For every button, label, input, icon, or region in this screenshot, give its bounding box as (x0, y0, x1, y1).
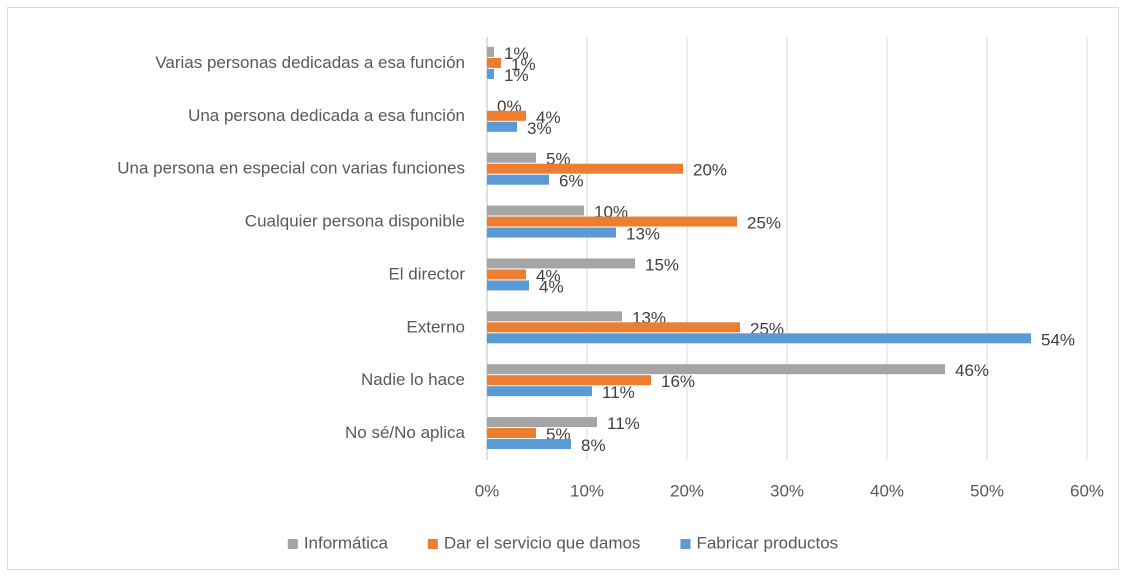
y-tick-label: Una persona dedicada a esa función (188, 106, 465, 125)
y-tick-label: No sé/No aplica (345, 423, 466, 442)
data-label: 20% (693, 161, 727, 180)
x-tick-label: 10% (570, 481, 604, 500)
bar (487, 375, 651, 386)
y-tick-label: Una persona en especial con varias funci… (117, 159, 465, 178)
data-label: 46% (955, 361, 989, 380)
data-label: 11% (607, 414, 640, 433)
data-label: 4% (536, 108, 561, 127)
data-label: 15% (645, 255, 679, 274)
legend-label: Fabricar productos (696, 533, 838, 552)
data-label: 8% (581, 436, 606, 455)
bar (487, 364, 945, 375)
bar (487, 163, 683, 174)
legend-label: Dar el servicio que damos (444, 533, 641, 552)
legend-swatch (680, 539, 691, 549)
y-tick-label: El director (388, 264, 465, 283)
data-label: 1% (504, 44, 529, 63)
x-tick-label: 0% (475, 481, 500, 500)
bar (487, 439, 571, 450)
bar (487, 121, 517, 132)
bar (487, 152, 536, 163)
bar (487, 110, 526, 121)
data-label: 11% (602, 383, 635, 402)
bar (487, 428, 536, 439)
data-label: 25% (747, 214, 781, 233)
data-label: 16% (661, 372, 695, 391)
x-tick-label: 40% (870, 481, 904, 500)
bar (487, 258, 635, 269)
bar (487, 46, 494, 57)
bar (487, 333, 1031, 344)
data-label: 6% (559, 172, 584, 191)
bar (487, 216, 737, 227)
bar (487, 311, 622, 322)
bar (487, 57, 501, 68)
bar (487, 280, 529, 291)
bar (487, 205, 584, 216)
legend-label: Informática (304, 533, 389, 552)
bar (487, 174, 549, 185)
legend-swatch (287, 539, 298, 549)
data-label: 4% (536, 266, 561, 285)
data-label: 4% (539, 277, 564, 296)
data-label: 13% (626, 225, 660, 244)
data-label: 1% (511, 55, 536, 74)
bar (487, 269, 526, 280)
data-label: 3% (527, 119, 552, 138)
bar (487, 322, 740, 333)
x-tick-label: 20% (670, 481, 704, 500)
x-tick-label: 30% (770, 481, 804, 500)
data-label: 54% (1041, 330, 1075, 349)
bar (487, 417, 597, 428)
x-tick-label: 60% (1070, 481, 1104, 500)
bar (487, 227, 616, 238)
legend-swatch (427, 539, 438, 549)
y-tick-label: Cualquier persona disponible (245, 212, 465, 231)
data-label: 1% (504, 66, 529, 85)
y-tick-label: Externo (406, 317, 465, 336)
y-tick-label: Varias personas dedicadas a esa función (155, 53, 465, 72)
x-tick-label: 50% (970, 481, 1004, 500)
y-tick-label: Nadie lo hace (361, 370, 465, 389)
bar (487, 68, 494, 79)
chart-border (7, 7, 1119, 570)
bar (487, 386, 592, 397)
